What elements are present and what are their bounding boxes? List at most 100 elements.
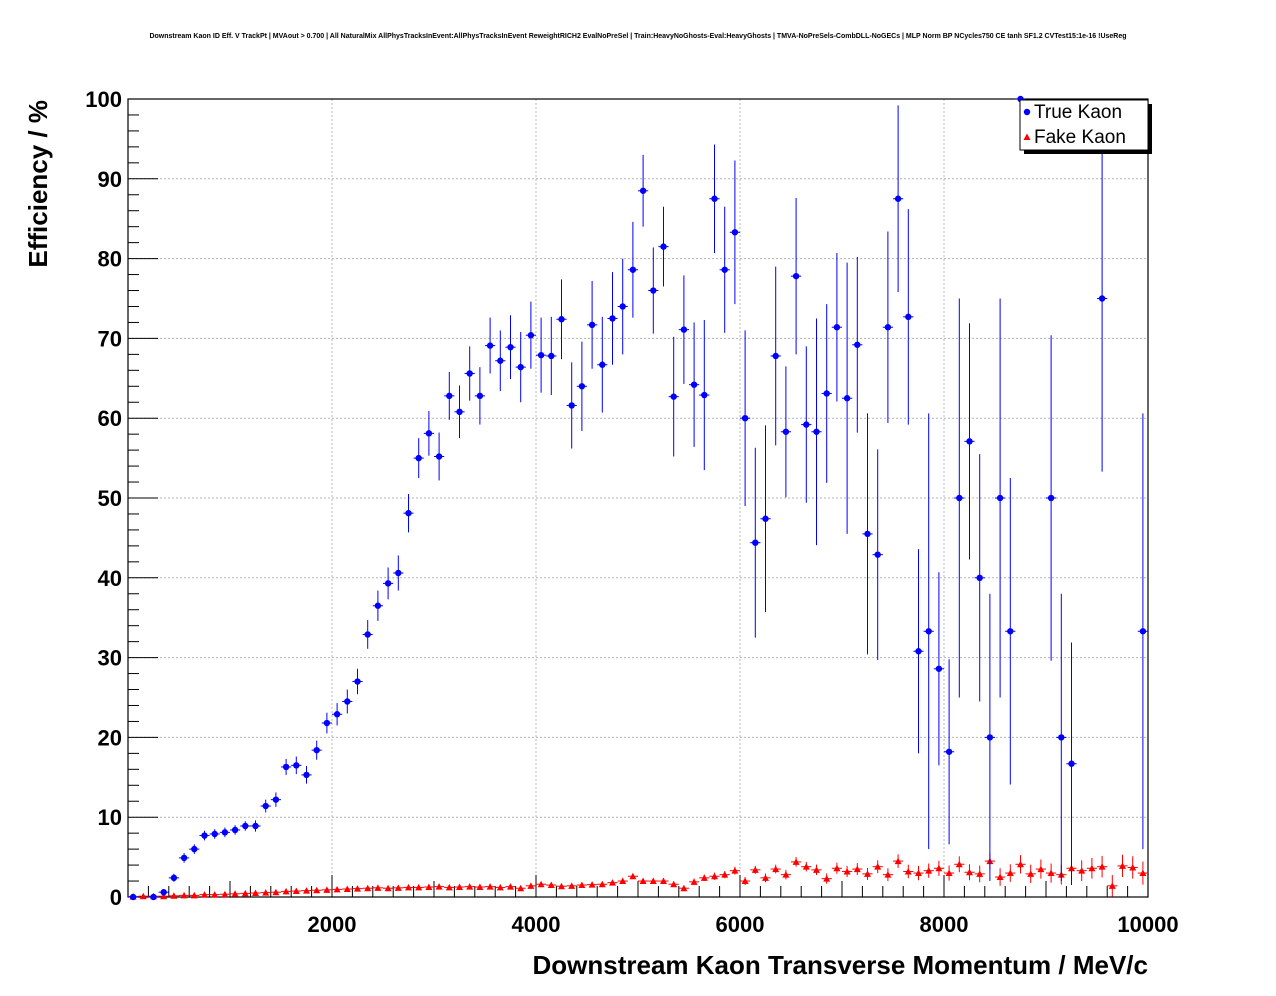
triangle-marker bbox=[394, 884, 402, 891]
circle-marker bbox=[1139, 628, 1147, 635]
triangle-marker bbox=[1098, 863, 1106, 870]
circle-marker bbox=[1058, 734, 1065, 741]
circle-marker bbox=[242, 822, 249, 830]
circle-marker bbox=[333, 711, 341, 718]
circle-marker bbox=[762, 515, 769, 522]
triangle-marker bbox=[1017, 860, 1024, 868]
circle-marker bbox=[293, 762, 300, 769]
true-kaon-point bbox=[617, 258, 628, 355]
y-tick-label: 30 bbox=[98, 646, 122, 671]
fake-kaon-point bbox=[403, 883, 414, 891]
circle-marker bbox=[150, 893, 157, 901]
fake-kaon-point bbox=[546, 881, 557, 889]
triangle-marker bbox=[649, 877, 657, 885]
true-kaon-point bbox=[791, 197, 802, 355]
circle-marker bbox=[435, 453, 443, 460]
triangle-marker bbox=[894, 857, 902, 865]
fake-kaon-point bbox=[250, 889, 261, 897]
triangle-marker bbox=[272, 888, 280, 896]
true-kaon-point bbox=[709, 144, 720, 254]
triangle-marker bbox=[762, 874, 769, 881]
triangle-marker bbox=[568, 882, 576, 889]
fake-kaon-point bbox=[393, 884, 404, 891]
triangle-marker bbox=[700, 874, 708, 881]
circle-marker bbox=[323, 719, 331, 727]
triangle-marker bbox=[915, 869, 922, 877]
triangle-marker bbox=[1139, 869, 1147, 877]
legend: True Kaon Fake Kaon bbox=[1019, 99, 1152, 154]
fake-kaon-point bbox=[760, 873, 771, 883]
triangle-marker bbox=[374, 884, 382, 891]
circle-marker bbox=[364, 631, 371, 638]
true-kaon-point bbox=[913, 549, 924, 754]
true-kaon-point bbox=[964, 323, 975, 560]
triangle-marker bbox=[303, 887, 310, 894]
circle-marker bbox=[558, 316, 565, 323]
fake-kaon-point bbox=[648, 877, 659, 885]
fake-kaon-point bbox=[1117, 854, 1128, 878]
fake-kaon-point bbox=[1076, 860, 1087, 882]
fake-kaon-point bbox=[974, 865, 985, 883]
true-kaon-point bbox=[1046, 335, 1057, 661]
fake-kaon-point bbox=[321, 886, 332, 893]
true-kaon-point bbox=[189, 844, 200, 854]
true-kaon-point bbox=[250, 820, 261, 832]
true-kaon-point bbox=[729, 160, 740, 305]
fake-kaon-point bbox=[485, 883, 496, 890]
triangle-marker bbox=[1006, 869, 1014, 877]
triangle-marker bbox=[139, 892, 147, 900]
true-kaon-point bbox=[974, 454, 985, 702]
triangle-marker bbox=[904, 867, 912, 875]
triangle-marker bbox=[1088, 864, 1096, 872]
circle-marker bbox=[986, 734, 994, 741]
true-kaon-point bbox=[842, 262, 853, 534]
triangle-marker bbox=[221, 890, 229, 898]
true-kaon-point bbox=[270, 792, 281, 807]
fake-kaon-point bbox=[260, 889, 271, 896]
fake-kaon-point bbox=[1005, 864, 1016, 882]
circle-marker bbox=[486, 342, 494, 349]
triangle-marker bbox=[354, 885, 361, 892]
true-kaon-point bbox=[607, 272, 618, 365]
fake-kaon-point bbox=[209, 891, 220, 898]
triangle-marker bbox=[884, 871, 892, 878]
fake-kaon-point bbox=[158, 892, 169, 900]
fake-kaon-point bbox=[168, 892, 179, 899]
true-kaon-point bbox=[944, 659, 955, 845]
true-kaon-point bbox=[780, 366, 791, 498]
fake-kaon-point bbox=[281, 887, 292, 895]
fake-kaon-point bbox=[270, 888, 281, 896]
true-kaon-point bbox=[230, 825, 241, 835]
true-kaon-point bbox=[199, 830, 210, 841]
fake-kaon-point bbox=[413, 883, 424, 891]
fake-kaon-point bbox=[740, 877, 751, 886]
fake-kaon-point bbox=[689, 878, 700, 886]
triangle-marker bbox=[609, 879, 616, 886]
true-kaon-point bbox=[168, 873, 179, 882]
circle-marker bbox=[792, 272, 800, 280]
triangle-marker bbox=[323, 886, 331, 893]
true-kaon-point bbox=[954, 298, 965, 698]
legend-label-true-kaon: True Kaon bbox=[1034, 102, 1122, 123]
triangle-marker bbox=[384, 884, 392, 892]
fake-kaon-point bbox=[219, 890, 230, 898]
fake-kaon-point bbox=[362, 884, 373, 892]
circle-marker bbox=[180, 854, 188, 862]
circle-marker bbox=[537, 351, 545, 359]
triangle-marker bbox=[711, 872, 718, 880]
circle-marker bbox=[129, 893, 137, 901]
true-kaon-point bbox=[321, 712, 332, 734]
triangle-marker bbox=[425, 883, 433, 891]
y-tick-label: 70 bbox=[98, 326, 122, 351]
triangle-marker bbox=[782, 871, 790, 878]
y-tick-label: 90 bbox=[98, 167, 122, 192]
true-kaon-point bbox=[434, 432, 445, 481]
circle-marker bbox=[701, 391, 708, 399]
circle-marker bbox=[1098, 295, 1106, 302]
triangle-marker bbox=[966, 868, 973, 876]
circle-marker bbox=[752, 539, 759, 546]
true-kaon-point bbox=[1137, 413, 1148, 850]
fake-kaon-point bbox=[882, 868, 893, 882]
true-kaon-point bbox=[219, 827, 230, 838]
circle-marker bbox=[619, 303, 626, 310]
